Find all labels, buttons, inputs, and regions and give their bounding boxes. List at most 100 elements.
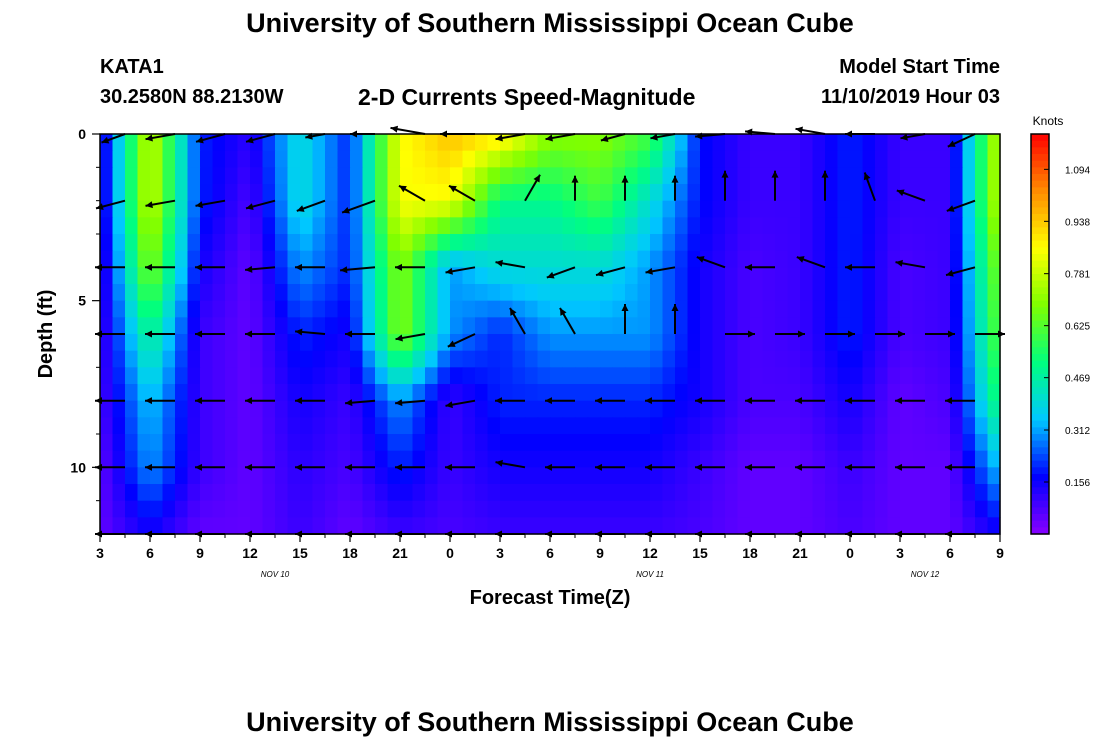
heat-cell — [837, 167, 851, 185]
heat-cell — [900, 467, 914, 485]
heat-cell — [475, 234, 489, 252]
heat-cell — [737, 150, 751, 168]
heat-cell — [612, 384, 626, 402]
heat-cell — [400, 384, 414, 402]
heat-cell — [112, 300, 126, 318]
x-tick-label: 9 — [996, 545, 1004, 561]
heat-cell — [900, 284, 914, 302]
current-vector — [447, 333, 476, 348]
heat-cell — [700, 184, 714, 202]
heat-cell — [962, 434, 976, 452]
colorbar-swatch — [1031, 187, 1049, 195]
heat-cell — [637, 267, 651, 285]
vector-arrowhead — [600, 135, 609, 143]
station-coordinates: 30.2580N 88.2130W — [100, 86, 284, 108]
heat-cell — [750, 234, 764, 252]
heat-cell — [662, 134, 676, 152]
heat-cell — [875, 167, 889, 185]
heat-cell — [812, 384, 826, 402]
heat-cell — [400, 150, 414, 168]
heat-cell — [162, 434, 176, 452]
heat-cell — [662, 234, 676, 252]
heat-cell — [712, 134, 726, 152]
heat-cell — [662, 284, 676, 302]
heat-cell — [800, 334, 814, 352]
heat-cell — [437, 400, 451, 418]
heat-cell — [875, 350, 889, 368]
heat-cell — [312, 300, 326, 318]
heat-cell — [112, 400, 126, 418]
heat-cell — [962, 267, 976, 285]
heat-cell — [787, 134, 801, 152]
heat-cell — [175, 434, 189, 452]
heat-cell — [962, 400, 976, 418]
heat-cell — [125, 500, 139, 518]
heat-cell — [712, 284, 726, 302]
heat-cell — [987, 217, 1001, 235]
current-vector — [195, 199, 226, 209]
heat-cell — [375, 450, 389, 468]
heat-cell — [812, 284, 826, 302]
heat-cell — [212, 484, 226, 502]
heat-cell — [550, 484, 564, 502]
vector-arrowhead — [696, 256, 705, 263]
colorbar-swatch — [1031, 167, 1049, 175]
heat-cell — [237, 484, 251, 502]
heat-cell — [312, 134, 326, 152]
heat-cell — [700, 217, 714, 235]
heat-cell — [462, 450, 476, 468]
heat-cell — [962, 217, 976, 235]
heat-cell — [687, 367, 701, 385]
current-vector — [245, 199, 276, 211]
heat-cell — [550, 350, 564, 368]
heat-cell — [575, 167, 589, 185]
heat-cell — [112, 434, 126, 452]
heat-cell — [225, 484, 239, 502]
heat-cell — [825, 417, 839, 435]
heat-cell — [962, 350, 976, 368]
heat-cell — [337, 134, 351, 152]
heat-cell — [112, 167, 126, 185]
current-vector — [545, 397, 575, 405]
heat-cell — [937, 417, 951, 435]
heat-cell — [675, 334, 689, 352]
heat-cell — [375, 434, 389, 452]
heat-cell — [450, 284, 464, 302]
heat-cell — [837, 217, 851, 235]
heat-cell — [937, 300, 951, 318]
heat-cell — [787, 267, 801, 285]
current-vector — [896, 189, 926, 202]
heat-cell — [662, 500, 676, 518]
heat-cell — [837, 284, 851, 302]
heat-cell — [625, 434, 639, 452]
current-vector — [671, 175, 679, 201]
vector-arrowhead — [645, 267, 653, 275]
heat-cell — [112, 284, 126, 302]
heat-cell — [575, 134, 589, 152]
current-vector — [245, 133, 276, 144]
heat-cell — [312, 384, 326, 402]
heat-cell — [175, 334, 189, 352]
vector-arrowhead — [545, 134, 553, 142]
heat-cell — [550, 167, 564, 185]
heat-cell — [950, 484, 964, 502]
heat-cell — [262, 367, 276, 385]
heat-cell — [125, 467, 139, 485]
heat-cell — [562, 234, 576, 252]
heat-cell — [912, 234, 926, 252]
heat-cell — [875, 134, 889, 152]
heat-cell — [612, 517, 626, 535]
heat-cell — [425, 517, 439, 535]
heat-cell — [587, 334, 601, 352]
heat-cell — [987, 334, 1001, 352]
heat-cell — [162, 350, 176, 368]
heat-cell — [737, 250, 751, 268]
heat-cell — [462, 300, 476, 318]
heat-cell — [450, 317, 464, 335]
heat-cell — [900, 517, 914, 535]
heat-cell — [575, 334, 589, 352]
current-vector — [145, 463, 175, 471]
heat-cell — [687, 217, 701, 235]
heat-cell — [787, 450, 801, 468]
vector-arrowhead — [595, 463, 602, 471]
